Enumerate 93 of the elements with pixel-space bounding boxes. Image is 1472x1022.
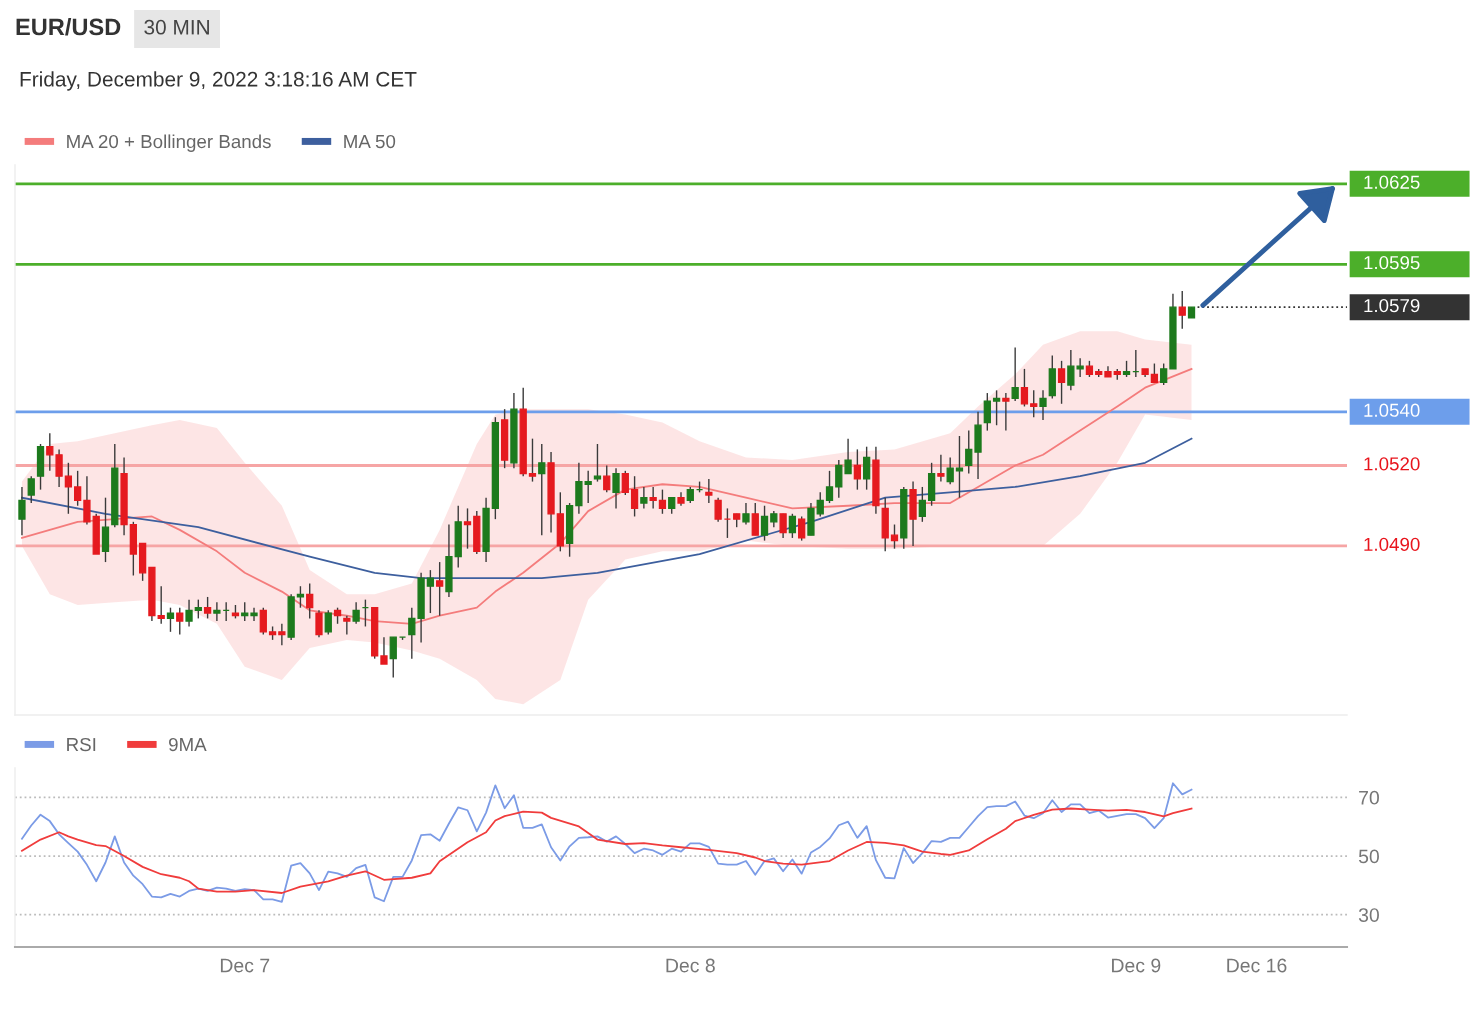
candlestick: [343, 615, 351, 636]
candlestick: [788, 513, 797, 539]
legend-label: 9MA: [169, 737, 207, 752]
candlestick: [649, 486, 657, 510]
candlestick: [463, 507, 472, 550]
candlestick: [1160, 362, 1168, 386]
candlestick: [751, 502, 759, 536]
x-tick-label: Dec 7: [220, 958, 270, 973]
ref-line-label: 1.0520: [1364, 457, 1420, 471]
candlestick: [825, 470, 834, 504]
legend-label: MA 50: [344, 134, 396, 149]
line-series: [21, 782, 1193, 903]
candlestick: [863, 446, 871, 491]
line-series: [21, 807, 1193, 894]
candlestick: [835, 459, 843, 499]
chart-subtitle: 30 MIN: [144, 19, 209, 35]
legend-label: MA 20 + Bollinger Bands: [67, 134, 271, 152]
candlestick: [603, 464, 611, 494]
candlestick: [965, 429, 973, 475]
candlestick: [779, 513, 787, 539]
candlestick: [157, 585, 165, 625]
candlestick: [408, 606, 416, 660]
candlestick: [1039, 389, 1047, 421]
candlestick: [185, 598, 193, 628]
candlestick: [640, 486, 648, 510]
candlestick: [714, 496, 722, 523]
candlestick: [55, 448, 63, 488]
ref-line-label: 1.0490: [1364, 537, 1420, 552]
candlestick: [1011, 346, 1019, 402]
y-tick-label: 30: [1358, 908, 1379, 922]
candlestick: [1057, 360, 1066, 405]
candlestick: [798, 515, 806, 542]
candlestick: [918, 486, 926, 523]
candlestick: [593, 443, 602, 483]
candlestick: [955, 435, 964, 499]
candlestick: [46, 432, 54, 472]
candlestick: [528, 437, 537, 483]
candlestick: [946, 456, 954, 485]
candlestick: [1020, 368, 1029, 408]
candlestick: [74, 470, 82, 507]
candlestick: [1178, 290, 1186, 330]
x-tick-label: Dec 8: [666, 958, 715, 973]
candlestick: [705, 478, 713, 504]
x-tick-label: Dec 16: [1227, 958, 1287, 973]
candlestick: [621, 470, 629, 496]
candlestick: [1030, 389, 1038, 418]
candlestick: [27, 475, 35, 504]
candlestick: [584, 470, 592, 504]
chart-title: EUR/USD: [16, 18, 121, 36]
candlestick: [213, 601, 221, 622]
candlestick: [742, 502, 750, 526]
candlestick: [83, 475, 91, 526]
candlestick: [315, 609, 323, 638]
ref-line-label: 1.0625: [1364, 175, 1420, 189]
candlestick: [658, 488, 667, 515]
candlestick: [983, 392, 991, 432]
candlestick: [203, 596, 212, 620]
candlestick: [176, 606, 184, 636]
candlestick: [853, 448, 862, 491]
candlestick: [278, 623, 286, 646]
candlestick: [937, 454, 945, 483]
y-tick-label: 50: [1358, 849, 1379, 864]
ref-line-label: 1.0579: [1364, 298, 1420, 313]
legend-label: RSI: [67, 737, 96, 752]
candlestick: [166, 606, 175, 633]
candlestick: [816, 491, 824, 518]
candlestick: [324, 609, 332, 636]
ref-line-label: 1.0595: [1364, 256, 1420, 270]
text: Friday, December 9, 2022 3:18:16 AM CET: [20, 71, 417, 91]
candlestick: [426, 569, 435, 614]
candlestick: [18, 486, 26, 536]
x-tick-label: Dec 9: [1112, 958, 1161, 973]
ref-line-label: 1.0540: [1364, 403, 1420, 417]
candlestick: [436, 561, 444, 617]
candlestick: [760, 505, 769, 542]
candlestick: [538, 443, 546, 536]
candlestick: [259, 606, 267, 636]
candlestick: [250, 606, 258, 622]
candlestick: [844, 437, 852, 475]
candlestick: [630, 475, 639, 518]
candlestick: [389, 636, 397, 679]
candlestick: [296, 585, 305, 609]
candlestick: [380, 636, 388, 665]
candlestick: [64, 462, 73, 515]
candlestick: [992, 389, 1001, 426]
y-tick-label: 70: [1359, 790, 1379, 805]
candlestick: [194, 598, 202, 620]
candlestick: [241, 601, 249, 622]
candlestick: [306, 582, 314, 620]
candlestick: [352, 601, 360, 625]
candlestick: [612, 467, 620, 510]
candlestick: [1150, 362, 1159, 384]
candlestick: [1002, 392, 1010, 432]
